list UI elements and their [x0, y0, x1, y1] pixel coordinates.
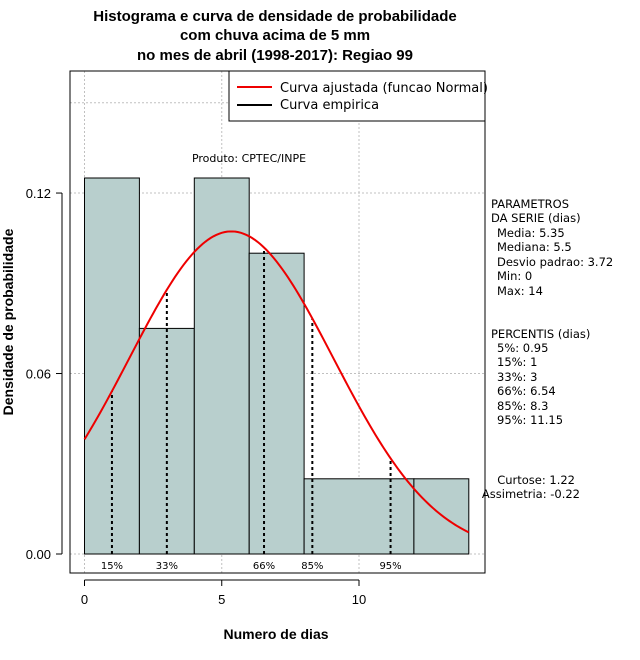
histogram-bar-1: [138, 327, 195, 555]
title-line-1: Histograma e curva de densidade de proba…: [93, 8, 456, 25]
percentiles-panel: PERCENTIS (dias) 5%: 0.95 15%: 1 33%: 3 …: [491, 327, 590, 427]
title-line-3: no mes de abril (1998-2017): Regiao 99: [137, 47, 413, 64]
parameters-panel: PARAMETROS DA SERIE (dias) Media: 5.35 M…: [491, 197, 613, 298]
percentile-95: 95%: 11.15: [497, 413, 563, 427]
histogram-bar-2: [193, 177, 250, 555]
chart-title: Histograma e curva de densidade de proba…: [93, 8, 456, 64]
legend: Curva ajustada (funcao Normal) Curva emp…: [228, 70, 488, 122]
parameters-title-1: PARAMETROS: [491, 197, 569, 211]
x-tick-label-2: 10: [352, 592, 366, 607]
percentile-66: 66%: 6.54: [497, 384, 556, 398]
percentile-33: 33%: 3: [497, 370, 537, 384]
shape-panel: Curtose: 1.22 Assimetria: -0.22: [482, 473, 580, 501]
percentile-label-2: 66%: [253, 561, 275, 572]
legend-box: [228, 70, 486, 122]
x-tick-label-0: 0: [81, 592, 88, 607]
param-sd: Desvio padrao: 3.72: [497, 255, 613, 269]
histogram-bar-4: [303, 478, 415, 555]
percentile-label-1: 33%: [156, 561, 178, 572]
y-tick-label-1: 0.06: [26, 367, 51, 382]
histogram-bar-5: [413, 478, 470, 555]
title-line-2: com chuva acima de 5 mm: [180, 27, 370, 44]
fit-curve-layer: [83, 230, 470, 534]
x-tick-label-1: 5: [218, 592, 225, 607]
param-max: Max: 14: [497, 284, 543, 298]
percentile-85: 85%: 8.3: [497, 399, 548, 413]
skewness-label: Assimetria: -0.22: [482, 487, 580, 501]
x-axis-title: Numero de dias: [223, 626, 328, 642]
param-mean: Media: 5.35: [497, 226, 565, 240]
parameters-title-2: DA SERIE (dias): [491, 211, 581, 225]
legend-fit-label: Curva ajustada (funcao Normal): [280, 81, 488, 96]
param-median: Mediana: 5.5: [497, 240, 572, 254]
percentile-15: 15%: 1: [497, 355, 537, 369]
percentile-markers: 15% 33% 66% 85% 95%: [101, 247, 402, 572]
credit-label: Produto: CPTEC/INPE: [192, 152, 306, 165]
param-min: Min: 0: [497, 269, 532, 283]
percentile-label-0: 15%: [101, 561, 123, 572]
kurtosis-label: Curtose: 1.22: [497, 473, 575, 487]
axes: 0 5 10 0.00 0.06 0.12: [26, 186, 367, 607]
y-tick-label-2: 0.12: [26, 186, 51, 201]
percentile-label-3: 85%: [301, 561, 323, 572]
percentile-5: 5%: 0.95: [497, 341, 548, 355]
histogram-bar-3: [248, 252, 305, 555]
y-axis-title: Densidade de probabilidade: [0, 228, 16, 415]
y-tick-label-0: 0.00: [26, 547, 51, 562]
percentile-label-4: 95%: [379, 561, 401, 572]
histogram-bars: [84, 177, 470, 555]
fit-curve: [83, 230, 470, 534]
legend-empirical-label: Curva empirica: [280, 98, 379, 113]
percentiles-title: PERCENTIS (dias): [491, 327, 590, 341]
